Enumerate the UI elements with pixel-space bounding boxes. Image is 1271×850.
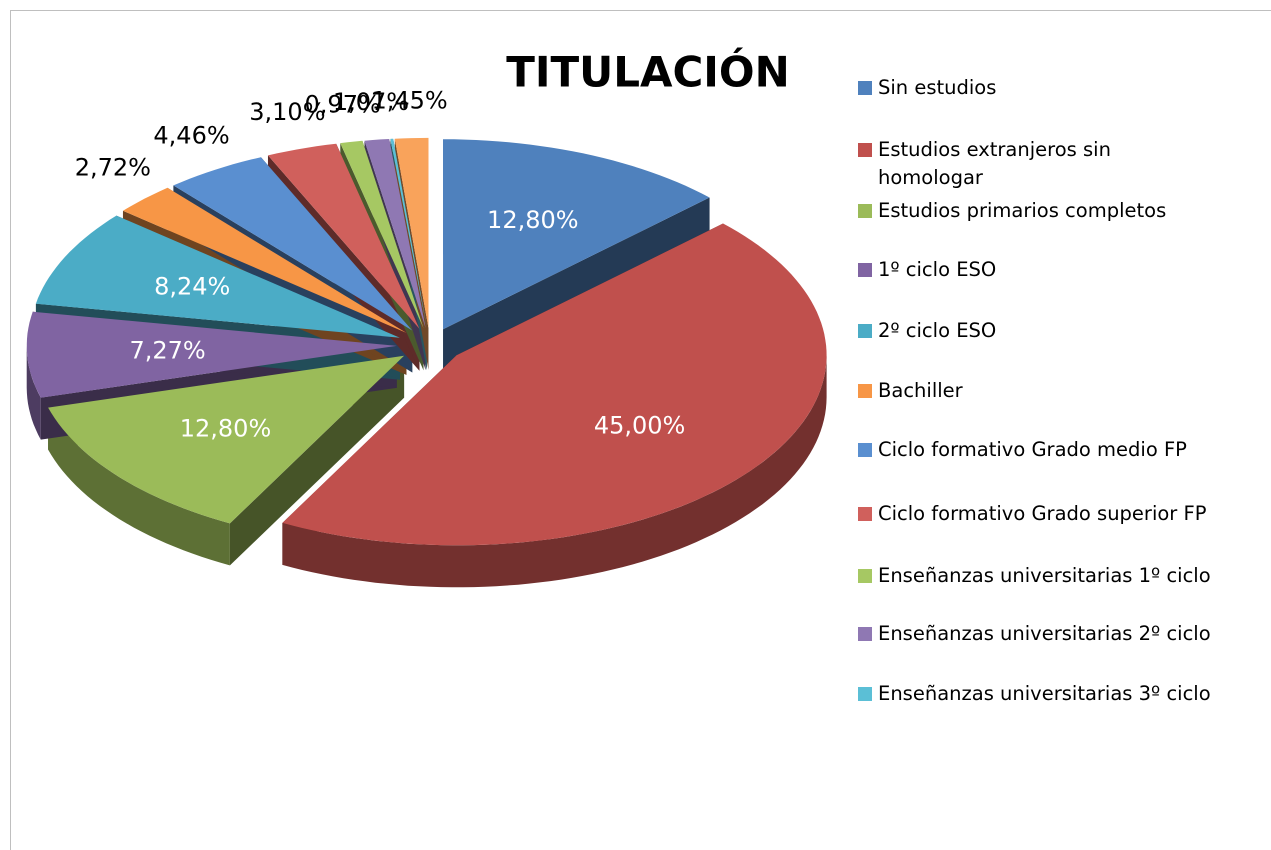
legend-item: Enseñanzas universitarias 1º ciclo bbox=[858, 562, 1258, 590]
slice bbox=[364, 139, 426, 329]
legend-item: Ciclo formativo Grado superior FP bbox=[858, 500, 1258, 528]
legend-label: Enseñanzas universitarias 1º ciclo bbox=[878, 564, 1211, 587]
data-label: 2,72% bbox=[75, 154, 151, 182]
legend-item: Bachiller bbox=[858, 377, 1258, 405]
slice bbox=[173, 157, 413, 331]
slice bbox=[394, 137, 429, 328]
legend-item: 2º ciclo ESO bbox=[858, 317, 1258, 345]
legend-swatch bbox=[858, 143, 872, 157]
legend-item: Estudios primarios completos bbox=[858, 197, 1258, 225]
data-label: 12,80% bbox=[487, 206, 579, 234]
legend-swatch bbox=[858, 687, 872, 701]
legend-label: Estudios primarios completos bbox=[878, 199, 1167, 222]
legend-swatch bbox=[858, 204, 872, 218]
slice bbox=[35, 215, 400, 338]
legend-label: Ciclo formativo Grado medio FP bbox=[878, 438, 1187, 461]
slice bbox=[268, 143, 420, 329]
data-label: 1,45% bbox=[371, 86, 447, 114]
legend-item: 1º ciclo ESO bbox=[858, 256, 1258, 284]
slice bbox=[48, 355, 405, 524]
slice bbox=[26, 311, 397, 398]
data-label: 3,10% bbox=[249, 98, 325, 126]
legend-swatch bbox=[858, 627, 872, 641]
legend-label: Enseñanzas universitarias 3º ciclo bbox=[878, 682, 1211, 705]
legend-swatch bbox=[858, 443, 872, 457]
data-label: 7,27% bbox=[129, 336, 205, 364]
slice bbox=[282, 223, 827, 546]
legend-swatch bbox=[858, 569, 872, 583]
chart-border bbox=[10, 10, 1271, 850]
data-label: 0,97% bbox=[305, 91, 381, 119]
slice bbox=[340, 140, 424, 329]
legend-label: 1º ciclo ESO bbox=[878, 258, 997, 281]
slice-wall bbox=[443, 197, 710, 372]
legend-label: Bachiller bbox=[878, 379, 963, 402]
slice-wall bbox=[229, 355, 405, 566]
legend-item: Enseñanzas universitarias 2º ciclo bbox=[858, 620, 1258, 648]
legend-label: Enseñanzas universitarias 2º ciclo bbox=[878, 622, 1211, 645]
legend-swatch bbox=[858, 384, 872, 398]
legend-item: Enseñanzas universitarias 3º ciclo bbox=[858, 680, 1258, 708]
slice bbox=[443, 139, 710, 330]
slice bbox=[123, 187, 407, 333]
data-label: 12,80% bbox=[180, 415, 272, 443]
slice-side bbox=[26, 345, 41, 440]
legend-swatch bbox=[858, 81, 872, 95]
data-label: 1,07% bbox=[333, 88, 409, 116]
legend-label: Sin estudios bbox=[878, 76, 997, 99]
slice-side bbox=[282, 355, 827, 588]
legend-label: 2º ciclo ESO bbox=[878, 319, 997, 342]
slice bbox=[390, 138, 427, 328]
chart-title: TITULACIÓN bbox=[506, 47, 790, 97]
legend-label: Estudios extranjeros sin homologar bbox=[878, 138, 1111, 189]
data-label: 4,46% bbox=[153, 121, 229, 149]
legend-swatch bbox=[858, 263, 872, 277]
legend-swatch bbox=[858, 507, 872, 521]
slice-side bbox=[48, 407, 230, 566]
legend-swatch bbox=[858, 324, 872, 338]
data-label: 45,00% bbox=[594, 411, 686, 439]
data-label: 8,24% bbox=[154, 273, 230, 301]
pie-tops: 12,80% 45,00% 12,80% 7,27% 8,24% 2,72%4,46% 3,… bbox=[26, 86, 827, 546]
legend-item: Ciclo formativo Grado medio FP bbox=[858, 436, 1258, 464]
legend-item: Sin estudios bbox=[858, 74, 1258, 102]
legend-label: Ciclo formativo Grado superior FP bbox=[878, 502, 1207, 525]
legend-item: Estudios extranjeros sin homologar bbox=[858, 136, 1258, 192]
